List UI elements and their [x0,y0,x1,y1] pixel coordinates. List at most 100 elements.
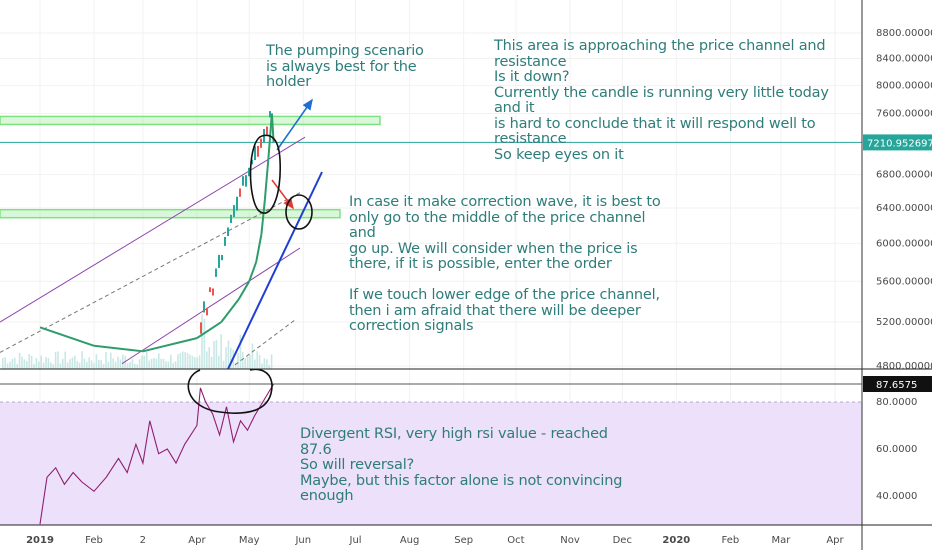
channel-upper [0,136,306,323]
volume-bar [23,359,26,369]
channel-lower [121,247,301,365]
price-segment [39,326,95,347]
volume-bar [244,358,246,369]
candle [266,126,268,135]
volume-bar [57,351,59,369]
price-segment [260,199,266,235]
volume-bar [220,334,222,369]
volume-bar [38,361,40,369]
volume-bar [69,359,71,369]
candle [227,227,229,237]
volume-bar [42,362,45,369]
volume-bar [206,351,208,369]
volume-bar [208,347,210,369]
volume-bar [138,359,141,369]
volume-bar [126,363,129,369]
volume-bar [153,358,155,369]
volume-bar [227,340,230,369]
volume-bar [47,358,50,369]
volume-bar [150,358,153,369]
volume-bar [266,359,268,369]
volume-bar [203,318,206,369]
annotation-rsi: Divergent RSI, very high rsi value - rea… [300,426,623,504]
volume-bar [114,361,117,369]
volume-bar [174,361,177,369]
volume-bar [71,357,74,369]
volume-bar [234,362,237,369]
volume-bar [242,352,244,369]
volume-bar [179,352,182,369]
candle [224,236,226,246]
candle [215,268,217,277]
volume-bar [230,347,232,369]
time-tick-label: 2 [140,535,146,546]
time-tick-label: Dec [613,535,632,546]
volume-bar [81,351,83,369]
price-tick-label: 4800.00000000 [876,361,932,372]
time-tick-label: Feb [722,535,740,546]
circle-target [285,194,313,230]
time-tick-label: May [239,535,260,546]
volume-bar [160,358,162,369]
rsi-tick-label: 80.0000 [876,397,917,408]
channel-mid-dashed [0,192,301,353]
volume-bar [196,357,198,369]
price-segment [142,337,198,353]
current-price-label: 7210.95269719 [867,138,932,149]
time-tick-label: Mar [772,535,792,546]
volume-bar [251,343,254,369]
candle [218,254,220,268]
volume-bar [239,334,242,369]
price-segment [248,261,258,282]
volume-bar [35,358,38,369]
volume-bar [246,356,249,369]
candle [233,205,235,217]
volume-bar [59,363,62,369]
volume-bar [146,351,148,369]
volume-bar [213,341,215,369]
volume-bar [165,361,167,369]
volume-bar [95,354,98,369]
volume-bar [52,364,54,369]
price-tick-label: 5600.00000000 [876,276,932,287]
candle [209,287,211,293]
time-tick-label: Jul [349,535,362,546]
volume-bar [9,361,11,369]
volume-bar [117,356,119,369]
volume-bar [16,363,18,369]
time-tick-label: Apr [188,535,206,546]
rsi-layer [39,383,275,525]
circle-top [249,134,281,214]
volume-bar [4,357,6,369]
volume-bar [254,359,256,369]
channel-layer [0,136,306,366]
volume-bar [268,364,270,369]
volume-bar [124,355,126,369]
rsi-band-layer [0,383,862,525]
volume-bar [201,314,203,369]
price-tick-label: 8000.00000000 [876,80,932,91]
candle [200,322,202,334]
candle [203,301,205,313]
price-tick-label: 6000.00000000 [876,238,932,249]
volume-bar [237,352,239,369]
volume-bar [261,363,263,369]
resistance-zone [0,208,341,219]
price-layer [39,111,275,353]
price-segment [93,344,143,353]
time-tick-label: Apr [826,535,844,546]
volume-bar [143,355,146,369]
candle [221,255,223,261]
support-trendline [227,171,323,370]
volume-bar [210,356,213,369]
volume-bar [62,358,64,369]
volume-bar [249,354,251,369]
down-arrow [271,179,294,210]
volume-bar [122,354,124,369]
resistance-zone-layer [0,115,862,219]
volume-bar [129,361,131,369]
circle-rsi-divergence [187,368,273,414]
volume-bar [45,357,47,369]
volume-bar [98,360,100,369]
volume-bar [66,362,69,369]
